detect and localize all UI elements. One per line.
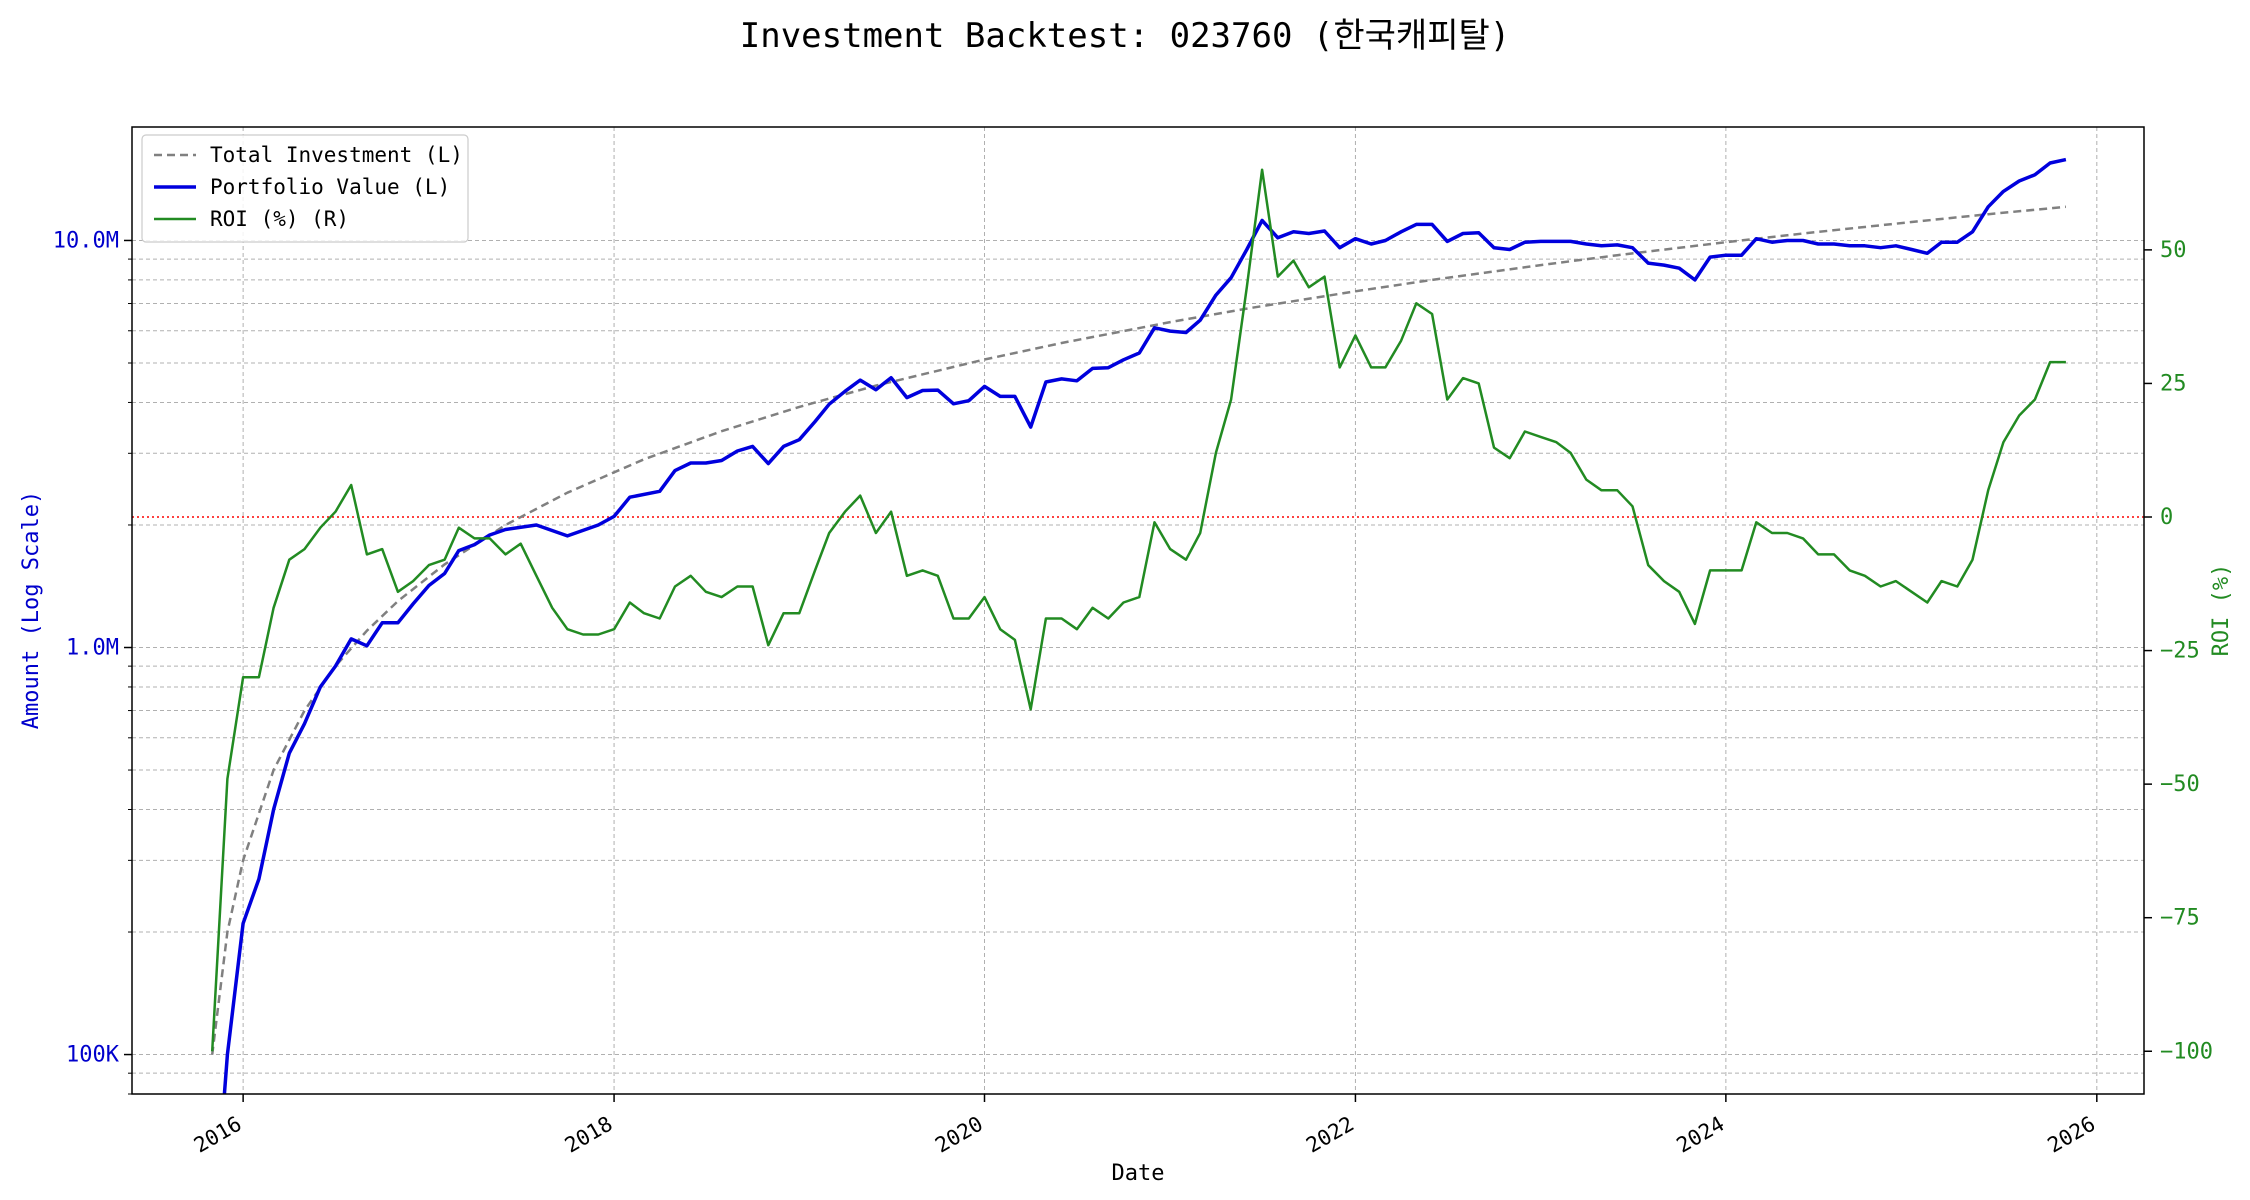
legend: Total Investment (L) Portfolio Value (L)… (141, 134, 469, 243)
right-tick-label: 50 (2160, 238, 2187, 263)
right-tick-label: 25 (2160, 371, 2187, 396)
right-tick-label: −100 (2160, 1039, 2213, 1064)
right-tick-label: 0 (2160, 505, 2173, 530)
legend-label-total-investment: Total Investment (L) (210, 143, 463, 167)
grid-lines (132, 127, 2144, 1095)
right-tick-label: −75 (2160, 906, 2200, 931)
portfolio-value-line (222, 157, 2067, 1095)
x-tick-label: 2016 (190, 1112, 246, 1158)
x-tick-label: 2026 (2044, 1112, 2100, 1158)
right-tick-label: −25 (2160, 639, 2200, 664)
x-tick-label: 2018 (561, 1112, 617, 1158)
left-tick-label: 10.0M (53, 228, 119, 253)
roi-line (210, 168, 2066, 1052)
right-axis-label: ROI (%) (2209, 564, 2234, 657)
legend-box (141, 134, 469, 243)
x-tick-label: 2020 (931, 1112, 987, 1158)
chart-title: Investment Backtest: 023760 (한국캐피탈) (740, 16, 1511, 56)
x-tick-label: 2022 (1302, 1112, 1358, 1158)
left-axis-ticks: 100K 1.0M 10.0M (53, 228, 132, 1095)
x-tick-label: 2024 (1673, 1112, 1729, 1158)
right-axis-ticks: −100 −75 −50 −25 0 25 50 (2144, 238, 2213, 1064)
left-tick-label: 100K (66, 1043, 120, 1068)
right-tick-label: −50 (2160, 772, 2200, 797)
x-axis-ticks: 2016 2018 2020 2022 2024 2026 (190, 1094, 2099, 1158)
left-tick-label: 1.0M (66, 636, 119, 661)
total-investment-line (210, 205, 2067, 1055)
left-axis-label: Amount (Log Scale) (19, 491, 44, 729)
series-lines (210, 157, 2067, 1095)
x-axis-label: Date (1112, 1161, 1165, 1186)
plot-frame (131, 126, 2145, 1095)
legend-label-portfolio-value: Portfolio Value (L) (210, 175, 450, 199)
legend-label-roi: ROI (%) (R) (210, 207, 349, 231)
